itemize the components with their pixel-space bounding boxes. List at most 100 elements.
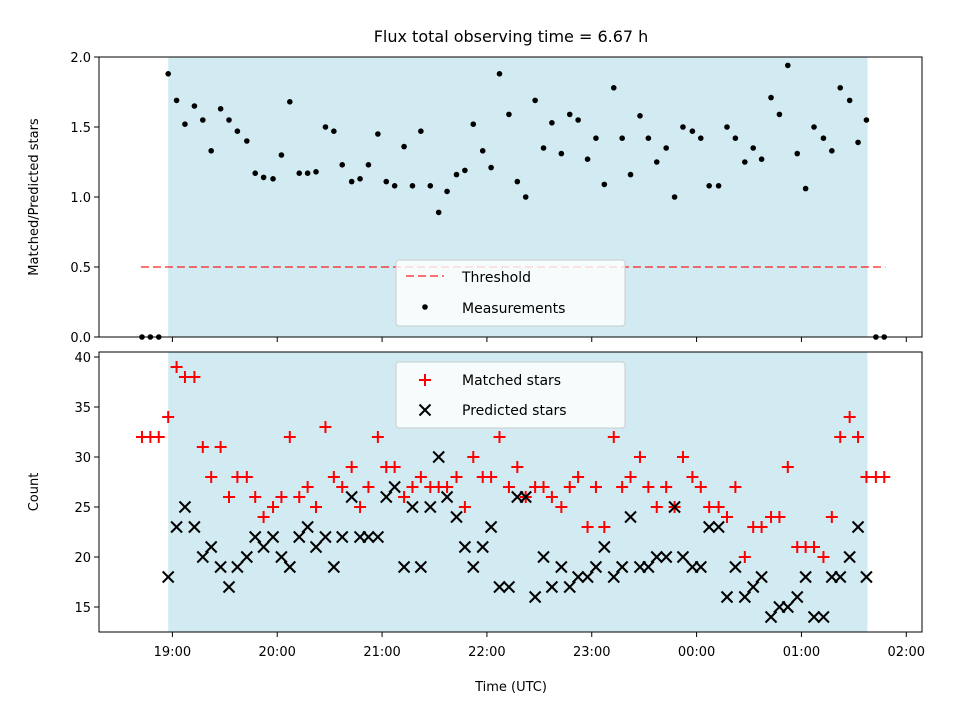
marker-stroke bbox=[555, 560, 568, 574]
predicted-star-marker bbox=[712, 520, 725, 534]
predicted-star-marker bbox=[476, 540, 489, 554]
matched-star-marker bbox=[345, 461, 358, 473]
measurement-point bbox=[768, 94, 774, 101]
marker-stroke bbox=[528, 590, 542, 604]
marker-stroke bbox=[418, 403, 432, 417]
measurement-point bbox=[479, 148, 486, 154]
x-tick-label: 21:00 bbox=[363, 645, 400, 660]
matched-star-marker bbox=[162, 411, 175, 423]
predicted-star-marker bbox=[467, 560, 480, 574]
predicted-star-marker bbox=[309, 540, 323, 554]
matched-star-marker bbox=[642, 481, 655, 493]
matched-star-marker bbox=[773, 511, 786, 523]
legend-box bbox=[395, 259, 626, 327]
predicted-star-marker bbox=[380, 490, 393, 504]
marker-stroke bbox=[467, 560, 480, 574]
matched-star-marker bbox=[388, 461, 401, 473]
y-tick-label: 2.0 bbox=[70, 51, 91, 66]
predicted-star-marker bbox=[345, 490, 358, 504]
marker-stroke bbox=[598, 540, 611, 554]
marker-stroke bbox=[589, 560, 603, 574]
measurement-point bbox=[453, 171, 460, 178]
predicted-star-marker bbox=[729, 560, 742, 574]
predicted-star-marker bbox=[204, 540, 218, 554]
marker-stroke bbox=[843, 550, 856, 564]
measurement-point bbox=[811, 124, 817, 130]
x-tick-label: 19:00 bbox=[154, 645, 191, 660]
predicted-star-marker bbox=[720, 590, 734, 604]
marker-stroke bbox=[668, 500, 681, 514]
predicted-star-marker bbox=[301, 520, 314, 534]
axes-frame bbox=[98, 56, 923, 338]
measurement-point bbox=[409, 183, 416, 189]
marker-stroke bbox=[834, 570, 847, 584]
predicted-star-marker bbox=[362, 530, 375, 544]
predicted-star-marker bbox=[414, 560, 428, 574]
measurement-point bbox=[715, 183, 722, 189]
matched-star-marker bbox=[354, 501, 367, 513]
measurement-point bbox=[820, 135, 827, 141]
y-tick-label: 20 bbox=[74, 551, 91, 566]
matched-star-marker bbox=[170, 361, 183, 373]
x-tick-label: 22:00 bbox=[468, 645, 505, 660]
marker-stroke bbox=[476, 540, 489, 554]
predicted-star-marker bbox=[624, 510, 637, 524]
matched-star-marker bbox=[414, 471, 427, 483]
matched-star-marker bbox=[257, 511, 270, 523]
marker-stroke bbox=[309, 540, 323, 554]
marker-stroke bbox=[406, 500, 419, 514]
matched-star-marker bbox=[537, 481, 550, 493]
matched-star-marker bbox=[283, 431, 296, 443]
marker-stroke bbox=[493, 580, 506, 594]
predicted-star-marker bbox=[563, 580, 576, 594]
measurement-point bbox=[758, 156, 765, 162]
marker-stroke bbox=[676, 550, 690, 564]
measurement-point bbox=[540, 145, 547, 151]
marker-stroke bbox=[642, 560, 655, 574]
measurement-point bbox=[506, 111, 512, 118]
measurement-point bbox=[732, 135, 739, 141]
marker-stroke bbox=[424, 500, 437, 514]
matched-star-marker bbox=[214, 441, 227, 453]
predicted-star-marker bbox=[170, 520, 183, 534]
measurement-point bbox=[496, 71, 503, 77]
x-tick-label: 00:00 bbox=[678, 645, 715, 660]
predicted-star-marker bbox=[571, 570, 585, 584]
marker-stroke bbox=[388, 480, 401, 494]
marker-stroke bbox=[484, 520, 498, 534]
measurement-point bbox=[802, 185, 809, 192]
marker-stroke bbox=[450, 510, 463, 524]
measurement-point bbox=[208, 148, 214, 154]
measurement-point bbox=[593, 135, 599, 141]
measurement-point bbox=[566, 111, 573, 118]
axes-frame bbox=[98, 351, 923, 633]
measurement-point bbox=[217, 106, 224, 112]
matched-star-marker bbox=[817, 551, 830, 563]
matched-star-marker bbox=[493, 431, 506, 443]
measurement-point bbox=[514, 178, 521, 185]
measurement-point bbox=[653, 159, 660, 165]
legend-matched-swatch bbox=[419, 374, 431, 386]
y-tick-label: 30 bbox=[74, 451, 91, 466]
matched-star-marker bbox=[729, 481, 742, 493]
matched-star-marker bbox=[275, 491, 288, 503]
measurement-point bbox=[435, 209, 442, 216]
predicted-star-marker bbox=[817, 610, 830, 624]
marker-stroke bbox=[791, 590, 804, 604]
predicted-star-marker bbox=[545, 580, 559, 594]
matched-star-marker bbox=[188, 371, 201, 383]
matched-star-marker bbox=[485, 471, 498, 483]
y-tick-label: 1.0 bbox=[70, 191, 91, 206]
y-tick-label: 15 bbox=[74, 601, 91, 616]
measurement-point bbox=[226, 117, 232, 123]
measurement-point bbox=[331, 128, 337, 134]
predicted-star-marker bbox=[860, 570, 873, 584]
matched-star-marker bbox=[712, 501, 725, 513]
measurement-point bbox=[462, 167, 468, 174]
measurement-point bbox=[322, 124, 329, 130]
matched-star-marker bbox=[555, 501, 568, 513]
marker-stroke bbox=[397, 560, 411, 574]
marker-stroke bbox=[764, 610, 778, 624]
predicted-star-marker bbox=[781, 600, 795, 614]
predicted-star-marker bbox=[283, 560, 297, 574]
